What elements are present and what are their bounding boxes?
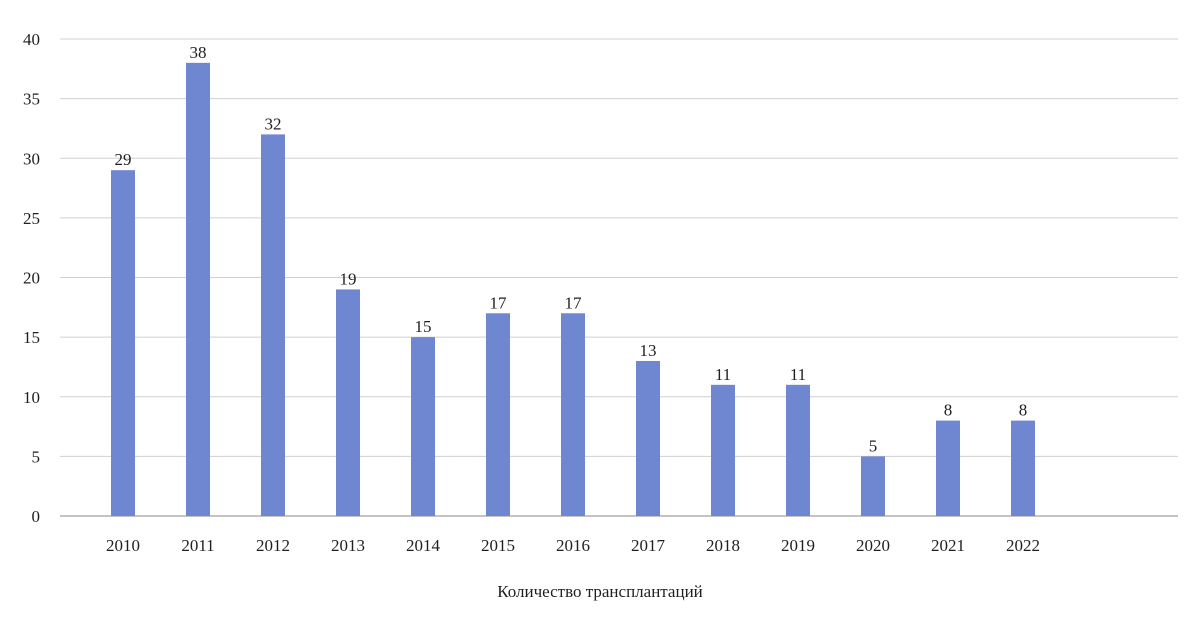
x-tick-label-2022: 2022 [1006, 536, 1040, 555]
bar-2010 [111, 170, 135, 517]
bar-2013 [336, 289, 360, 516]
y-tick-label-30: 30 [23, 149, 40, 168]
data-label-2021: 8 [944, 401, 953, 420]
data-label-2011: 38 [190, 43, 207, 62]
data-labels: 29 38 32 19 15 17 17 13 11 11 5 8 8 [115, 43, 1028, 456]
data-label-2013: 19 [340, 269, 357, 288]
x-tick-label-2014: 2014 [406, 536, 441, 555]
legend-series-name: Количество трансплантаций [497, 582, 703, 601]
gridlines [60, 38, 1178, 517]
x-tick-label-2010: 2010 [106, 536, 140, 555]
y-axis-ticks: 0 5 10 15 20 25 30 35 40 [23, 30, 40, 526]
x-tick-label-2013: 2013 [331, 536, 365, 555]
bar-2022 [1011, 420, 1035, 516]
bar-2012 [261, 134, 285, 516]
x-tick-label-2018: 2018 [706, 536, 740, 555]
data-label-2016: 17 [565, 293, 583, 312]
data-label-2018: 11 [715, 365, 731, 384]
y-tick-label-35: 35 [23, 90, 40, 109]
x-tick-label-2019: 2019 [781, 536, 815, 555]
data-label-2014: 15 [415, 317, 432, 336]
x-tick-label-2017: 2017 [631, 536, 666, 555]
x-tick-label-2011: 2011 [181, 536, 214, 555]
y-tick-label-15: 15 [23, 328, 40, 347]
data-label-2022: 8 [1019, 401, 1028, 420]
y-tick-label-40: 40 [23, 30, 40, 49]
x-tick-label-2016: 2016 [556, 536, 590, 555]
data-label-2020: 5 [869, 436, 878, 455]
bar-2011 [186, 62, 210, 516]
bar-2014 [411, 337, 435, 516]
data-label-2010: 29 [115, 150, 132, 169]
y-tick-label-10: 10 [23, 388, 40, 407]
bar-2018 [711, 384, 735, 516]
y-tick-label-25: 25 [23, 209, 40, 228]
x-tick-label-2015: 2015 [481, 536, 515, 555]
bar-2016 [561, 313, 585, 516]
bar-2017 [636, 360, 660, 516]
bar-2015 [486, 313, 510, 516]
bar-2020 [861, 456, 885, 516]
y-tick-label-5: 5 [32, 447, 41, 466]
y-tick-label-20: 20 [23, 269, 40, 288]
x-tick-label-2012: 2012 [256, 536, 290, 555]
bars [111, 62, 1035, 517]
data-label-2017: 13 [640, 341, 657, 360]
data-label-2019: 11 [790, 365, 806, 384]
data-label-2015: 17 [490, 293, 508, 312]
bar-2019 [786, 384, 810, 516]
x-tick-label-2020: 2020 [856, 536, 890, 555]
y-tick-label-0: 0 [32, 507, 41, 526]
x-axis-ticks: 2010 2011 2012 2013 2014 2015 2016 2017 2018 2019… [106, 536, 1040, 555]
bar-2021 [936, 420, 960, 516]
x-tick-label-2021: 2021 [931, 536, 965, 555]
data-label-2012: 32 [265, 114, 282, 133]
